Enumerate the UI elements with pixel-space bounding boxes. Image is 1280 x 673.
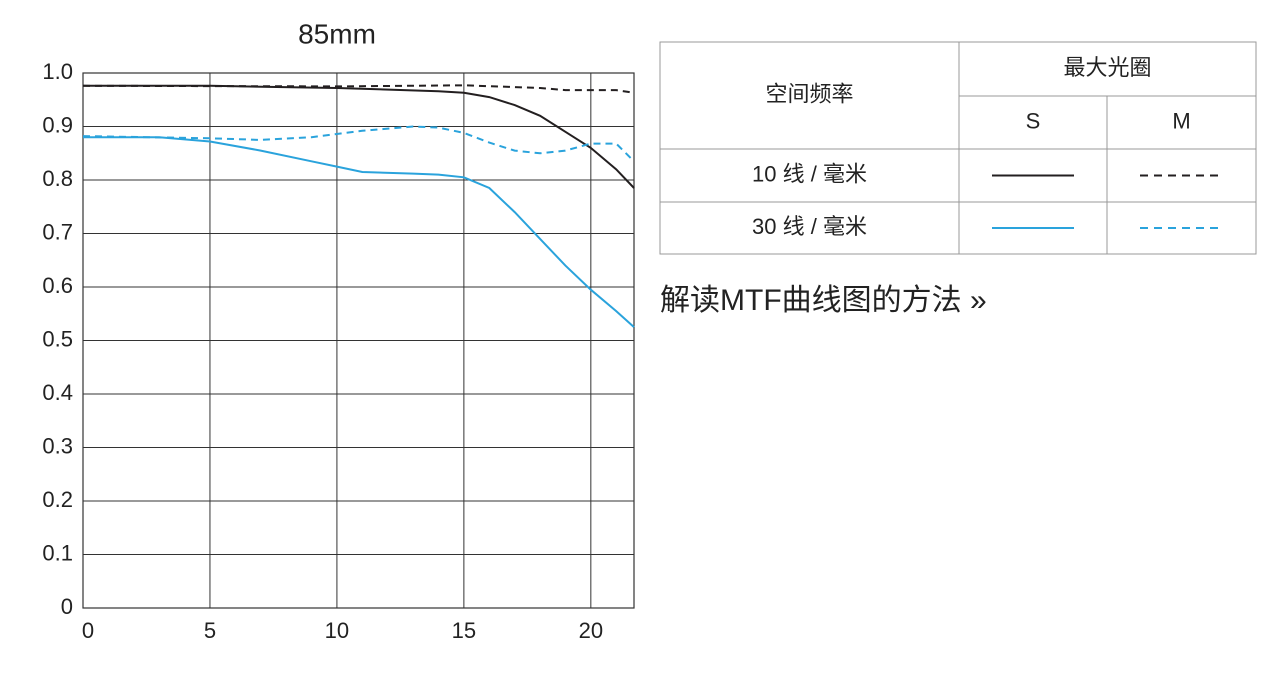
y-tick-label: 0.9: [42, 112, 73, 137]
y-tick-label: 0: [61, 594, 73, 619]
mtf-line: [82, 84, 635, 94]
x-tick-label: 0: [82, 618, 94, 643]
mtf-line: [83, 136, 635, 328]
row-label: 30 线 / 毫米: [752, 214, 867, 239]
y-tick-label: 0.1: [42, 540, 73, 565]
column-header: M: [1172, 108, 1190, 133]
y-tick-label: 0.3: [42, 433, 73, 458]
table-header: 空间频率: [765, 81, 853, 106]
mtf-help-link[interactable]: 解读MTF曲线图的方法 »: [660, 284, 987, 317]
y-tick-label: 0.7: [42, 219, 73, 244]
y-tick-label: 1.0: [42, 59, 73, 84]
y-tick-label: 0.4: [42, 380, 73, 405]
table-header: 最大光圈: [1063, 55, 1151, 80]
x-tick-label: 15: [452, 618, 476, 643]
x-tick-label: 5: [204, 618, 216, 643]
y-tick-label: 0.8: [42, 166, 73, 191]
mtf-line: [82, 125, 635, 163]
legend-table: [659, 41, 1257, 255]
row-label: 10 线 / 毫米: [752, 161, 867, 186]
y-tick-label: 0.6: [42, 273, 73, 298]
x-tick-label: 10: [325, 618, 349, 643]
chart-title: 85mm: [298, 18, 376, 49]
y-tick-label: 0.2: [42, 487, 73, 512]
x-tick-label: 20: [579, 618, 603, 643]
y-tick-label: 0.5: [42, 326, 73, 351]
mtf-line: [83, 84, 635, 189]
column-header: S: [1026, 108, 1041, 133]
